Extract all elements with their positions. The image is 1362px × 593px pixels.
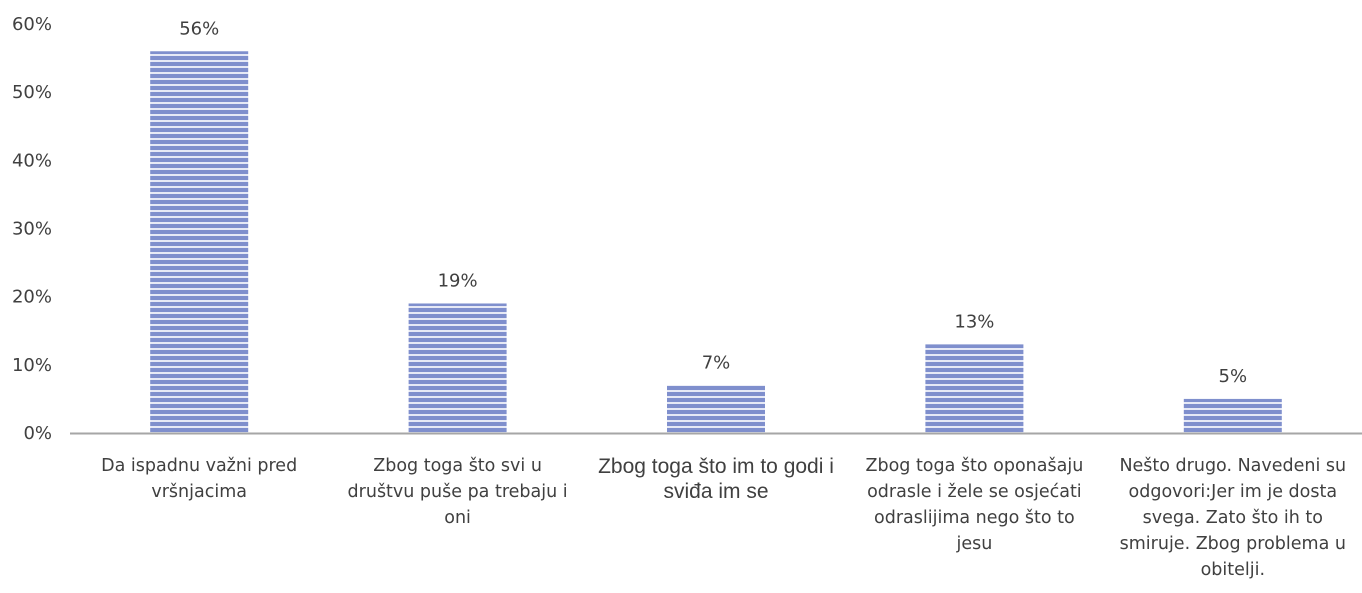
y-tick-label: 0%: [23, 423, 52, 444]
bar: [150, 51, 249, 434]
y-tick-label: 40%: [12, 150, 52, 171]
data-label: 56%: [179, 18, 219, 39]
data-labels: 56% 19% 7% 13% 5%: [179, 18, 1247, 387]
category-label: Zbog toga što im to godi i sviđa im se: [598, 455, 834, 503]
data-label: 7%: [702, 352, 731, 373]
bar-series: [150, 51, 1282, 434]
y-tick-label: 50%: [12, 82, 52, 103]
category-label: Zbog toga što oponašaju odrasle i žele s…: [865, 456, 1084, 554]
bar: [667, 385, 765, 433]
bar: [1183, 398, 1282, 433]
data-label: 5%: [1219, 366, 1248, 387]
bar: [925, 344, 1024, 433]
y-tick-label: 20%: [12, 287, 52, 308]
bar: [408, 303, 507, 433]
y-tick-label: 10%: [12, 355, 52, 376]
data-label: 13%: [954, 311, 994, 332]
category-label: Da ispadnu važni pred vršnjacima: [101, 456, 298, 502]
y-tick-label: 30%: [12, 219, 52, 240]
category-label: Nešto drugo. Navedeni su odgovori:Jer im…: [1119, 456, 1347, 580]
category-label: Zbog toga što svi u društvu puše pa treb…: [347, 456, 568, 528]
y-axis-tick-labels: 0% 10% 20% 30% 40% 50% 60%: [12, 14, 52, 444]
data-label: 19%: [438, 270, 478, 291]
y-tick-label: 60%: [12, 14, 52, 35]
